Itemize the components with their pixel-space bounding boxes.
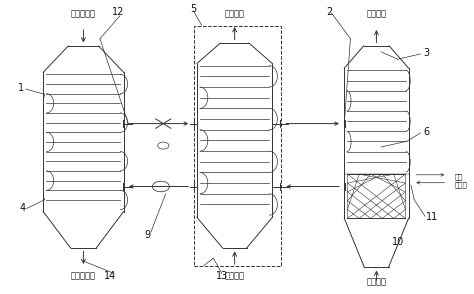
Text: 空气进口: 空气进口 bbox=[225, 271, 245, 280]
Text: 13: 13 bbox=[216, 271, 228, 281]
Text: 4: 4 bbox=[19, 203, 25, 213]
Text: 10: 10 bbox=[392, 237, 404, 247]
Bar bbox=[193, 26, 281, 265]
Text: 1: 1 bbox=[18, 83, 24, 93]
Text: 14: 14 bbox=[104, 271, 117, 281]
Text: 2: 2 bbox=[326, 7, 332, 17]
Text: 9: 9 bbox=[144, 230, 150, 240]
Text: 6: 6 bbox=[424, 127, 430, 137]
Text: 空气出口: 空气出口 bbox=[225, 9, 245, 18]
Text: 5: 5 bbox=[191, 4, 197, 14]
Text: 煎气出口: 煎气出口 bbox=[366, 9, 386, 18]
Text: 蔑气: 蔑气 bbox=[455, 173, 463, 180]
Text: 11: 11 bbox=[426, 212, 438, 222]
Text: 3: 3 bbox=[424, 49, 430, 59]
Text: 热烟气出口: 热烟气出口 bbox=[71, 271, 96, 280]
Text: 热烟气进口: 热烟气进口 bbox=[71, 9, 96, 18]
Text: 冷凝水: 冷凝水 bbox=[455, 182, 467, 188]
Text: 12: 12 bbox=[112, 7, 124, 17]
Text: 煎气进口: 煎气进口 bbox=[366, 278, 386, 287]
